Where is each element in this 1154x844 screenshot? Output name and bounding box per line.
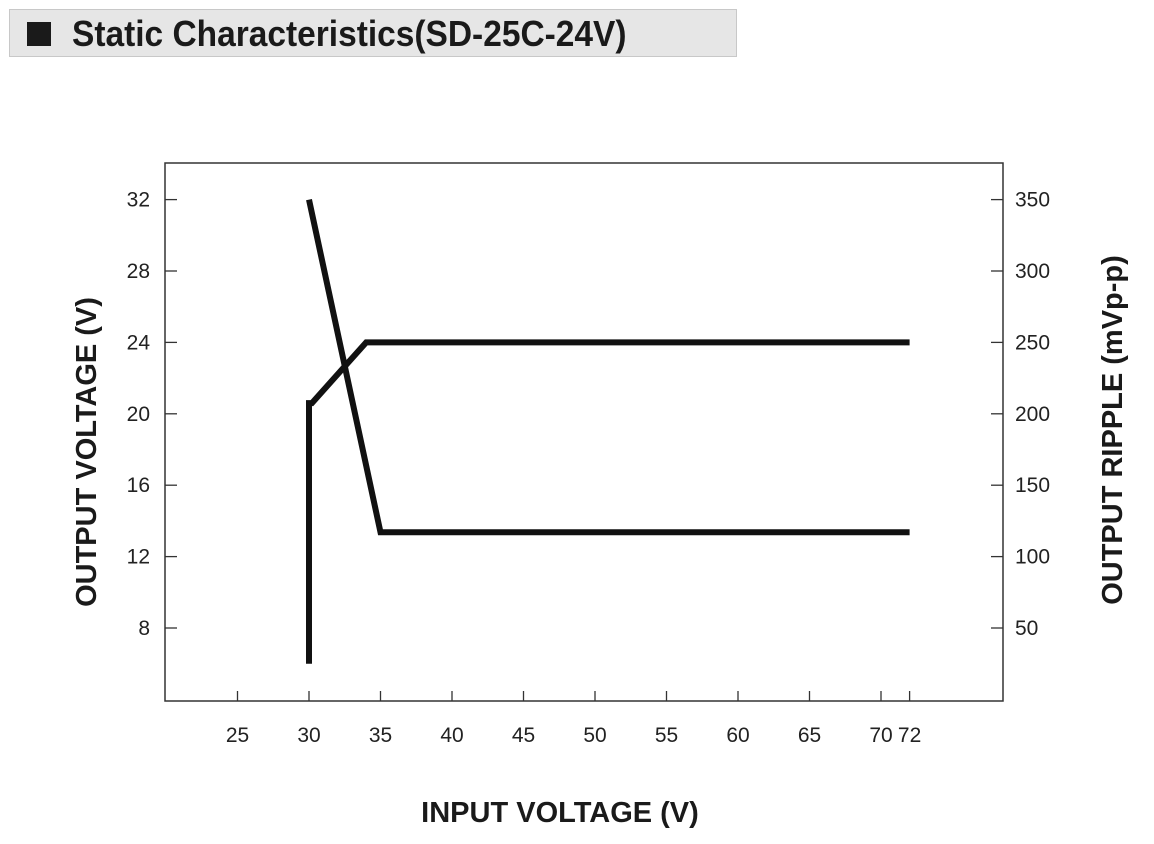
series-group (306, 198, 910, 664)
y-left-tick-label: 28 (127, 260, 150, 283)
output-ripple-line (306, 198, 910, 536)
y-left-tick-label: 20 (127, 403, 150, 426)
x-tick-label: 30 (297, 724, 320, 747)
y-left-tick-label: 24 (127, 331, 151, 354)
y-left-tick-label: 8 (138, 617, 150, 640)
output-voltage-line (306, 339, 910, 664)
y-left-tick-label: 16 (127, 474, 150, 497)
x-tick-label: 45 (512, 724, 535, 747)
y-right-tick-label: 350 (1015, 189, 1050, 212)
y-right-tick-label: 300 (1015, 260, 1050, 283)
y-right-tick-label: 50 (1015, 617, 1038, 640)
x-tick-label: 72 (898, 724, 921, 747)
y-left-tick-label: 12 (127, 546, 150, 569)
y-right-tick-label: 100 (1015, 546, 1050, 569)
y-right-axis-ticks: 50 100 150 200 250 300 350 (991, 189, 1050, 640)
x-tick-label: 35 (369, 724, 392, 747)
y-right-axis-label: OUTPUT RIPPLE (mVp-p) (1097, 255, 1129, 605)
x-axis-ticks: 25 30 35 40 45 50 55 60 65 70 72 (226, 691, 921, 747)
x-tick-label: 60 (726, 724, 749, 747)
title-bar: Static Characteristics(SD-25C-24V) (9, 9, 737, 57)
x-tick-label: 40 (440, 724, 463, 747)
x-axis-label: INPUT VOLTAGE (V) (421, 797, 699, 829)
x-tick-label: 55 (655, 724, 678, 747)
y-right-tick-label: 250 (1015, 331, 1050, 354)
x-tick-label: 25 (226, 724, 249, 747)
x-tick-label: 70 (869, 724, 892, 747)
title-square-icon (27, 22, 51, 46)
y-right-tick-label: 200 (1015, 403, 1050, 426)
plot-frame (164, 162, 1004, 702)
y-right-tick-label: 150 (1015, 474, 1050, 497)
y-left-axis-label: OUTPUT VOLTAGE (V) (71, 297, 103, 607)
x-tick-label: 50 (583, 724, 606, 747)
page-title: Static Characteristics(SD-25C-24V) (72, 13, 627, 54)
x-tick-label: 65 (798, 724, 821, 747)
y-left-tick-label: 32 (127, 189, 150, 212)
y-left-axis-ticks: 8 12 16 20 24 28 32 (127, 189, 177, 640)
